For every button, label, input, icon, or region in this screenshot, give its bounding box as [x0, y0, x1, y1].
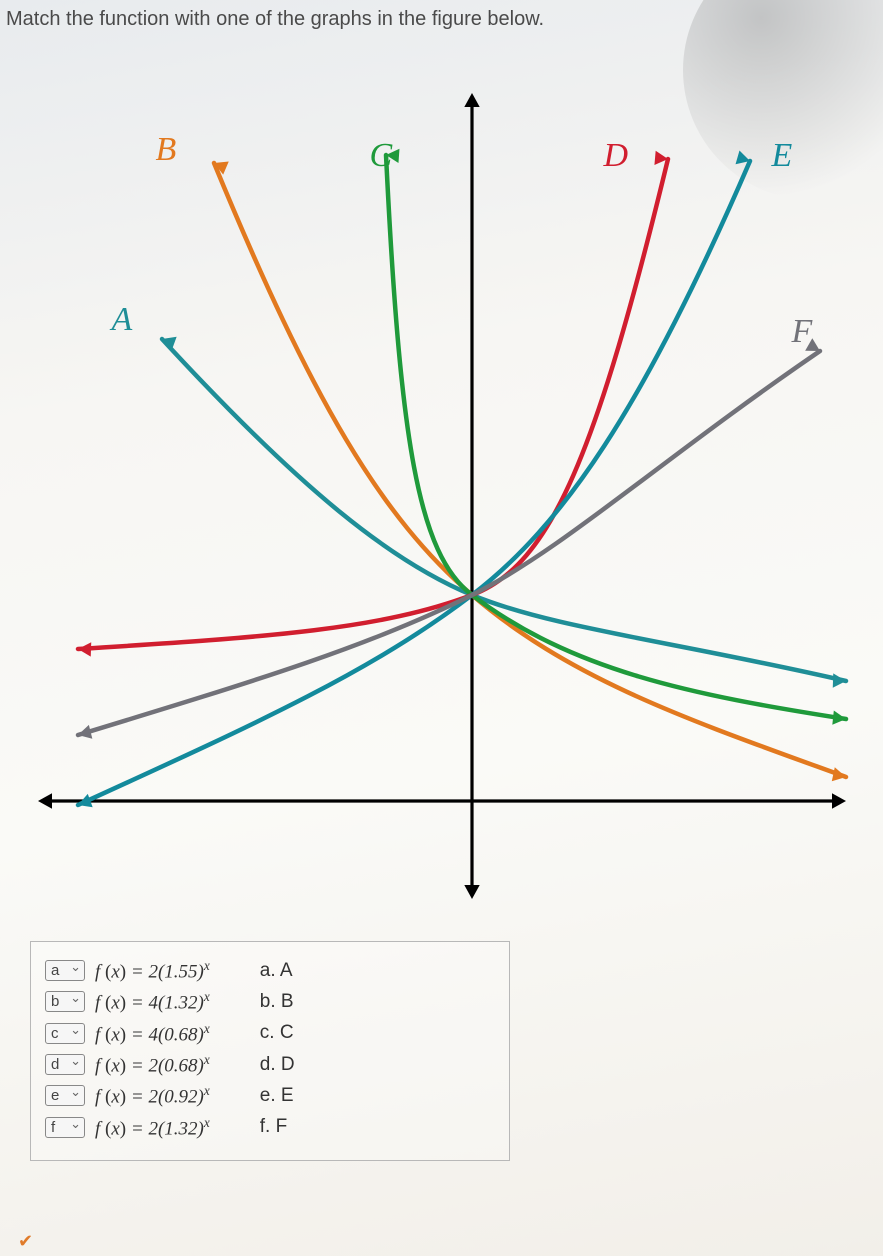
answer-select[interactable]: f	[45, 1117, 85, 1138]
answer-select[interactable]: d	[45, 1054, 85, 1075]
answer-row: b f (x) = 4(1.32)x b. B	[45, 989, 491, 1014]
answer-key-label: a. A	[260, 960, 310, 982]
answer-row: d f (x) = 2(0.68)x d. D	[45, 1052, 491, 1077]
answer-select[interactable]: b	[45, 991, 85, 1012]
label-B: B	[156, 131, 177, 169]
answer-select[interactable]: c	[45, 1023, 85, 1044]
function-expression: f (x) = 2(1.32)x	[95, 1115, 210, 1140]
answer-key-label: e. E	[260, 1085, 310, 1107]
label-E: E	[772, 137, 793, 175]
label-C: C	[370, 137, 393, 175]
answer-row: c f (x) = 4(0.68)x c. C	[45, 1021, 491, 1046]
answer-key-label: c. C	[260, 1022, 310, 1044]
answer-select[interactable]: e	[45, 1085, 85, 1106]
label-F: F	[792, 313, 813, 351]
chart-svg	[32, 81, 852, 901]
function-expression: f (x) = 2(0.68)x	[95, 1052, 210, 1077]
answer-row: f f (x) = 2(1.32)x f. F	[45, 1115, 491, 1140]
answer-row: a f (x) = 2(1.55)x a. A	[45, 958, 491, 983]
chart-container: A B C D E F	[32, 81, 852, 901]
function-expression: f (x) = 2(0.92)x	[95, 1083, 210, 1108]
answer-row: e f (x) = 2(0.92)x e. E	[45, 1083, 491, 1108]
confirm-check-icon: ✔	[18, 1231, 33, 1252]
function-expression: f (x) = 4(1.32)x	[95, 989, 210, 1014]
answers-panel: a f (x) = 2(1.55)x a. A b f (x) = 4(1.32)x b.…	[30, 941, 510, 1161]
answer-key-label: f. F	[260, 1116, 310, 1138]
answer-key-label: b. B	[260, 991, 310, 1013]
function-expression: f (x) = 4(0.68)x	[95, 1021, 210, 1046]
label-A: A	[112, 301, 133, 339]
answer-select[interactable]: a	[45, 960, 85, 981]
answer-key-label: d. D	[260, 1054, 310, 1076]
function-expression: f (x) = 2(1.55)x	[95, 958, 210, 983]
label-D: D	[604, 137, 629, 175]
